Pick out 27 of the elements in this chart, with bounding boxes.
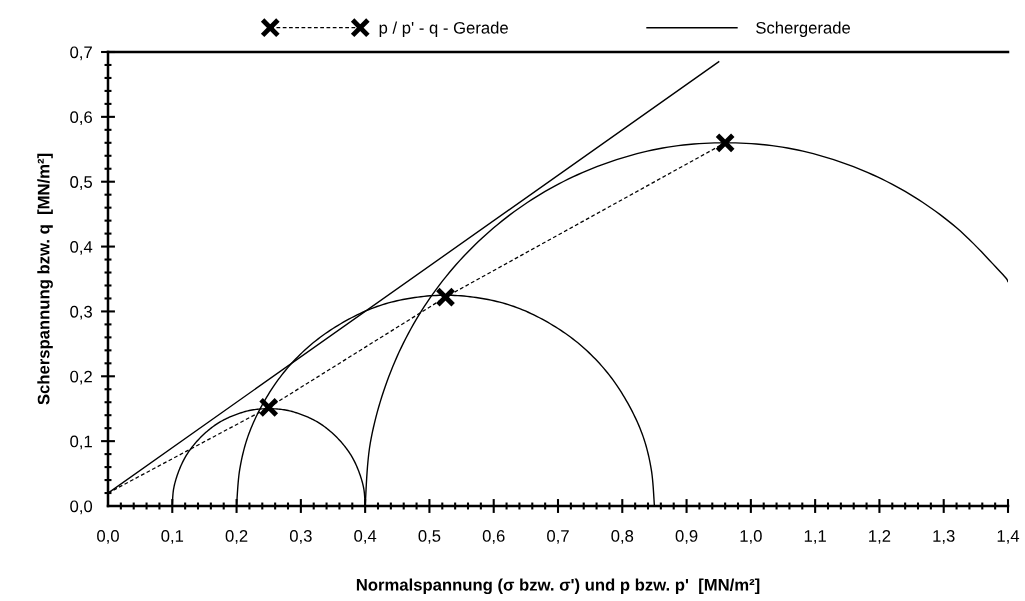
x-tick-label: 1,3 xyxy=(933,530,955,544)
x-tick-label: 0,2 xyxy=(225,530,248,544)
text: Schergerade xyxy=(756,21,851,37)
y-tick-label: 0,2 xyxy=(70,370,92,385)
x-tick-label: 0,1 xyxy=(161,530,184,544)
x-tick-label: 0,6 xyxy=(482,530,505,544)
x-tick-label: 0,5 xyxy=(418,530,441,544)
x-tick-label: 0,8 xyxy=(611,530,634,544)
y-tick-label: 0,7 xyxy=(70,46,92,61)
legend-label: p / p' - q - Gerade xyxy=(379,21,508,37)
x-tick-label: 0,4 xyxy=(354,530,377,544)
y-tick-label: 0,6 xyxy=(70,111,92,126)
y-axis-title: Scherspannung bzw. q [MN/m²] xyxy=(37,153,53,405)
y-tick-label: 0,1 xyxy=(70,435,92,450)
x-tick-label: 0,3 xyxy=(289,530,312,544)
y-tick-label: 0,5 xyxy=(70,176,93,190)
x-tick-label: 1,0 xyxy=(740,530,762,544)
y-tick-label: 0,0 xyxy=(70,500,93,515)
x-tick-label: 0,0 xyxy=(97,530,119,544)
x-tick-label: 0,9 xyxy=(675,530,698,544)
y-tick-label: 0,3 xyxy=(70,305,92,320)
x-tick-label: 1,4 xyxy=(997,530,1020,544)
x-tick-label: 1,1 xyxy=(804,530,826,544)
x-axis-title: Normalspannung (σ bzw. σ') und p bzw. p' [MN/m²] xyxy=(356,578,760,595)
x-tick-label: 0,7 xyxy=(547,530,569,544)
x-tick-label: 1,2 xyxy=(869,530,891,544)
y-tick-label: 0,4 xyxy=(70,240,93,255)
